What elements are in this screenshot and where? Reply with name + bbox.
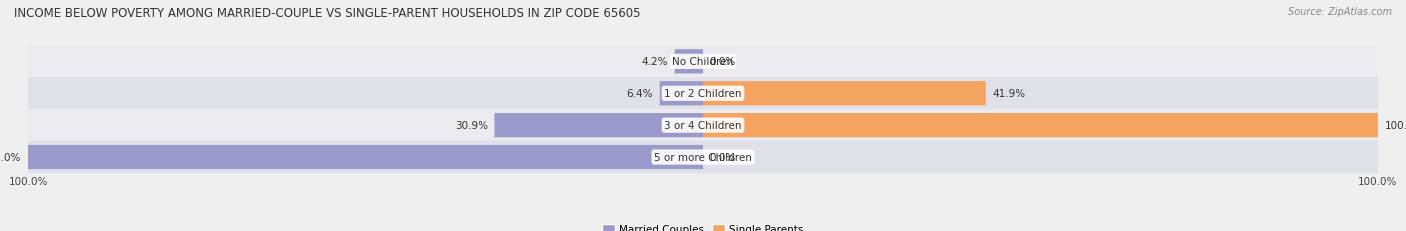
FancyBboxPatch shape xyxy=(28,46,1378,78)
Legend: Married Couples, Single Parents: Married Couples, Single Parents xyxy=(599,220,807,231)
FancyBboxPatch shape xyxy=(28,109,1378,142)
Text: 41.9%: 41.9% xyxy=(993,89,1025,99)
Text: INCOME BELOW POVERTY AMONG MARRIED-COUPLE VS SINGLE-PARENT HOUSEHOLDS IN ZIP COD: INCOME BELOW POVERTY AMONG MARRIED-COUPL… xyxy=(14,7,641,20)
FancyBboxPatch shape xyxy=(659,82,703,106)
Text: 30.9%: 30.9% xyxy=(454,121,488,131)
FancyBboxPatch shape xyxy=(28,141,1378,173)
Text: 6.4%: 6.4% xyxy=(627,89,652,99)
FancyBboxPatch shape xyxy=(495,113,703,138)
Text: 0.0%: 0.0% xyxy=(710,57,735,67)
Text: 5 or more Children: 5 or more Children xyxy=(654,152,752,162)
Text: Source: ZipAtlas.com: Source: ZipAtlas.com xyxy=(1288,7,1392,17)
Text: 0.0%: 0.0% xyxy=(710,152,735,162)
Text: No Children: No Children xyxy=(672,57,734,67)
FancyBboxPatch shape xyxy=(28,145,703,170)
FancyBboxPatch shape xyxy=(703,82,986,106)
Text: 4.2%: 4.2% xyxy=(641,57,668,67)
FancyBboxPatch shape xyxy=(703,113,1378,138)
Text: 100.0%: 100.0% xyxy=(1385,121,1406,131)
FancyBboxPatch shape xyxy=(28,78,1378,110)
Text: 1 or 2 Children: 1 or 2 Children xyxy=(664,89,742,99)
FancyBboxPatch shape xyxy=(675,50,703,74)
Text: 100.0%: 100.0% xyxy=(0,152,21,162)
Text: 3 or 4 Children: 3 or 4 Children xyxy=(664,121,742,131)
